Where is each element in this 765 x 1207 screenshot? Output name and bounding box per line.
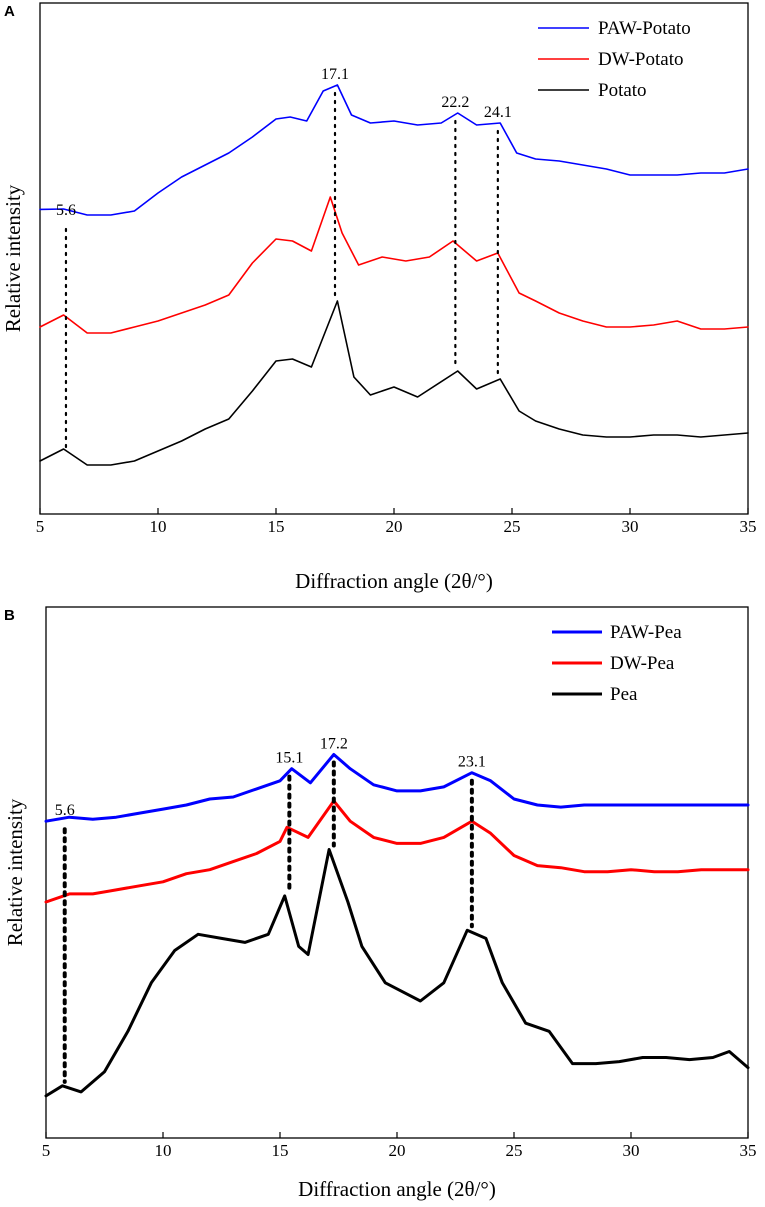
- x-tick-label: 15: [268, 517, 285, 536]
- peak-label: 5.6: [55, 802, 75, 819]
- x-tick-label: 20: [386, 517, 403, 536]
- peak-label: 22.2: [441, 94, 469, 111]
- legend-label: DW-Pea: [610, 653, 675, 674]
- series-line-potato: [39, 300, 749, 466]
- x-axis-label: Diffraction angle (2θ/°): [298, 1177, 496, 1201]
- panel-b: B 5.6 15.1 17.2 23.1 5 10 15 20 25 30 35 Diffraction…: [3, 606, 757, 1201]
- x-tick-label: 10: [155, 1141, 172, 1160]
- peak-label: 15.1: [275, 750, 303, 767]
- legend-label: DW-Potato: [598, 49, 684, 70]
- panel-letter: B: [4, 607, 15, 624]
- peak-label: 23.1: [458, 754, 486, 771]
- x-tick-label: 5: [42, 1141, 51, 1160]
- x-tick-label: 5: [36, 517, 45, 536]
- series-line-paw-pea: [44, 753, 750, 823]
- panel-letter: A: [4, 3, 15, 20]
- x-tick-label: 30: [623, 1141, 640, 1160]
- y-axis-label: Relative intensity: [3, 798, 27, 946]
- series-line-paw-potato: [39, 84, 749, 216]
- peak-label: 17.2: [320, 736, 348, 753]
- x-tick-label: 25: [506, 1141, 523, 1160]
- series-line-pea: [44, 848, 750, 1098]
- legend-label: PAW-Potato: [598, 18, 691, 39]
- series-line-dw-pea: [44, 799, 750, 904]
- legend-label: Potato: [598, 80, 647, 101]
- y-axis-label: Relative intensity: [1, 184, 25, 332]
- panel-a: A 5.6 17.1 22.2 24.1 5 10 15 20 25 30 35 Diffraction…: [1, 2, 757, 593]
- peak-label: 24.1: [484, 104, 512, 121]
- x-tick-label: 35: [740, 1141, 757, 1160]
- x-tick-label: 35: [740, 517, 757, 536]
- x-axis-label: Diffraction angle (2θ/°): [295, 569, 493, 593]
- peak-label: 5.6: [56, 202, 76, 219]
- peak-label: 17.1: [321, 66, 349, 83]
- x-tick-label: 30: [622, 517, 639, 536]
- x-tick-label: 10: [150, 517, 167, 536]
- legend-label: Pea: [610, 684, 638, 705]
- x-tick-label: 20: [389, 1141, 406, 1160]
- x-tick-label: 25: [504, 517, 521, 536]
- legend-label: PAW-Pea: [610, 622, 682, 643]
- x-tick-label: 15: [272, 1141, 289, 1160]
- series-line-dw-potato: [39, 196, 749, 334]
